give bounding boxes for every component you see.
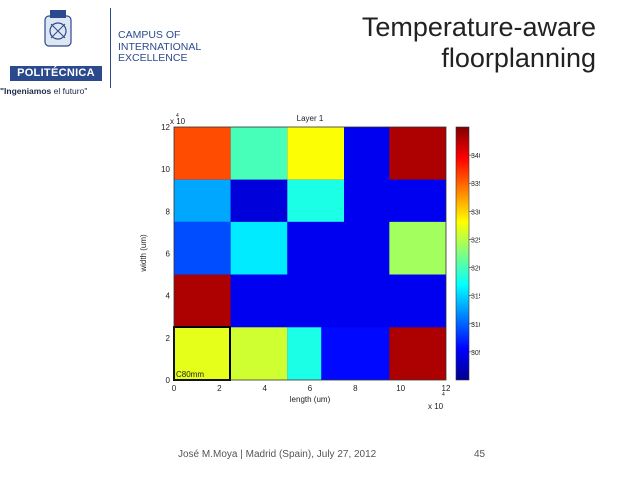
colorbar-tick-label: 340 [471, 153, 480, 160]
colorbar-tick-label: 320 [471, 266, 480, 273]
x-tick-label: 10 [396, 384, 405, 393]
y-tick-label: 6 [166, 250, 171, 259]
y-axis-ticks: 0 2 4 6 8 10 12 [161, 123, 170, 385]
y-tick-label: 12 [161, 123, 170, 132]
y-tick-label: 2 [166, 334, 171, 343]
x-tick-label: 2 [217, 384, 222, 393]
colorbar-tick-label: 310 [471, 322, 480, 329]
colorbar-ticks: 305 310 315 320 325 330 335 340 [469, 153, 480, 357]
y-tick-label: 4 [166, 292, 171, 301]
heatmap-block [287, 327, 322, 380]
campus-label: CAMPUS OF INTERNATIONAL EXCELLENCE [118, 29, 202, 65]
colorbar-tick-label: 330 [471, 209, 480, 216]
heatmap-block [321, 327, 390, 380]
colorbar-tick-label: 335 [471, 181, 480, 188]
x-tick-label: 4 [262, 384, 267, 393]
heatmap-block [174, 221, 231, 275]
heatmap-block [230, 127, 288, 180]
y-axis-label: width (um) [139, 234, 148, 273]
heatmap-block [287, 221, 390, 275]
y-multiplier: x 10 4 [170, 113, 186, 126]
heatmap-block [230, 221, 288, 275]
x-axis-label: length (um) [290, 395, 331, 404]
heatmap-block [174, 327, 231, 380]
heatmap-block [389, 221, 446, 275]
brand-bar: POLITÉCNICA [10, 66, 102, 81]
x-multiplier-base: x 10 [428, 402, 444, 411]
slide-title: Temperature-aware floorplanning [362, 12, 596, 74]
footer-author: José M.Moya | Madrid (Spain), July 27, 2… [178, 449, 377, 460]
x-tick-label: 12 [442, 384, 451, 393]
colorbar-tick-label: 305 [471, 350, 480, 357]
y-tick-label: 10 [161, 165, 170, 174]
heatmap-block [344, 127, 390, 180]
colorbar-tick-label: 325 [471, 237, 480, 244]
slide-title-line-1: Temperature-aware [361, 12, 596, 42]
block-annotation: C80mm [176, 370, 204, 379]
heatmap-block [287, 127, 344, 180]
slide-title-line-2: floorplanning [441, 43, 596, 73]
university-logo: POLITÉCNICA "Ingeniamos el futuro" [0, 8, 112, 96]
heatmap-block [174, 274, 231, 328]
y-multiplier-base: x 10 [170, 117, 186, 126]
x-tick-label: 0 [172, 384, 177, 393]
x-multiplier: x 10 4 [428, 392, 445, 411]
heatmap-block [174, 127, 231, 180]
chart-title: Layer 1 [297, 114, 324, 123]
university-seal-icon [44, 10, 72, 47]
heatmap-block [174, 179, 231, 222]
x-tick-label: 8 [353, 384, 358, 393]
heatmap-block [230, 274, 446, 328]
heatmap-block [230, 179, 288, 222]
campus-line-2: INTERNATIONAL [118, 40, 202, 53]
page-number: 45 [474, 449, 486, 460]
campus-line-3: EXCELLENCE [118, 52, 188, 64]
plot-frame [173, 126, 447, 381]
temperature-heatmap: Layer 1 x 10 4 C80mm 0 2 4 6 8 10 12 0 2 4 6 8 10 12… [139, 113, 480, 411]
x-tick-label: 6 [308, 384, 313, 393]
colorbar-tick-label: 315 [471, 294, 480, 301]
heatmap-block [389, 327, 446, 380]
x-multiplier-exponent: 4 [442, 392, 445, 398]
heatmap-blocks [174, 127, 446, 380]
y-tick-label: 0 [166, 376, 171, 385]
motto: "Ingeniamos el futuro" [0, 86, 88, 96]
y-tick-label: 8 [166, 207, 171, 216]
heatmap-block [389, 127, 446, 180]
y-multiplier-exponent: 4 [176, 113, 179, 119]
heatmap-block [230, 327, 288, 380]
heatmap-block [344, 179, 446, 222]
campus-line-1: CAMPUS OF [118, 29, 181, 41]
colorbar [455, 126, 470, 381]
logo-divider [110, 8, 111, 88]
heatmap-block [287, 179, 344, 222]
x-axis-ticks: 0 2 4 6 8 10 12 [172, 384, 451, 393]
